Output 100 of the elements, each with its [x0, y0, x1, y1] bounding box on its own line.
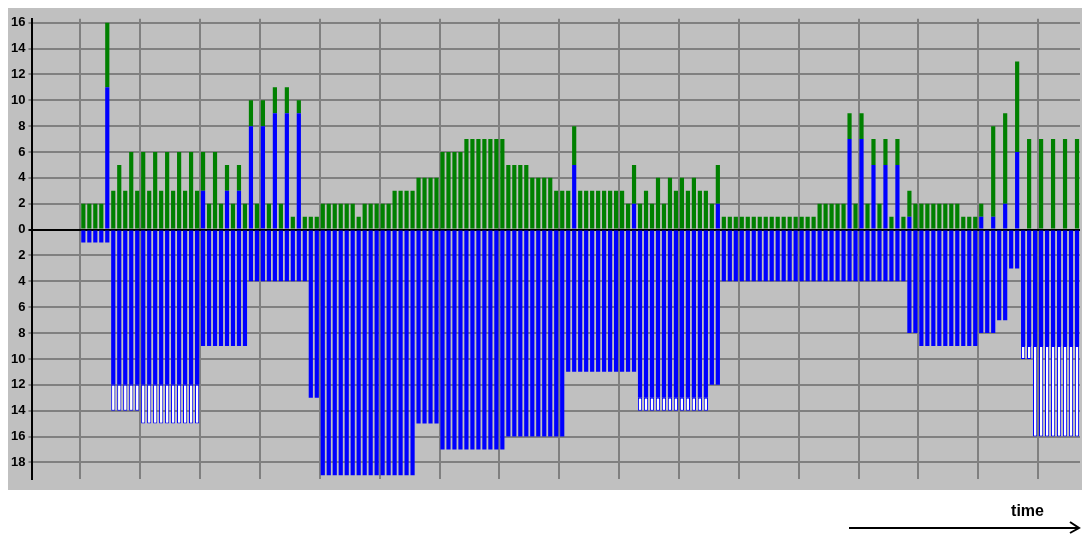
bar [506, 230, 511, 437]
bar [619, 190, 625, 229]
bar [608, 190, 613, 229]
bar [709, 203, 714, 229]
y-tick-label: 12 [10, 376, 26, 392]
bar [889, 216, 894, 229]
bar [530, 230, 535, 437]
bar [691, 177, 696, 229]
bar [338, 203, 343, 229]
bar [296, 230, 301, 282]
bar [751, 230, 756, 282]
bar [913, 203, 918, 229]
bar [512, 164, 517, 229]
bar [745, 216, 750, 229]
text: time [1011, 502, 1044, 520]
bar [895, 139, 900, 165]
bar [973, 230, 978, 346]
bar [206, 203, 212, 229]
bar [739, 216, 744, 229]
bar [733, 230, 738, 282]
bar [350, 230, 355, 476]
bar [260, 126, 266, 229]
bar [200, 230, 206, 346]
bar [751, 216, 756, 229]
y-tick-label: 4 [18, 169, 27, 185]
bar [368, 230, 373, 476]
bar [374, 203, 379, 229]
bar [572, 126, 577, 165]
bar [715, 230, 720, 385]
bar [643, 190, 649, 229]
bar [811, 230, 816, 282]
bar [254, 230, 260, 282]
bar [847, 139, 852, 229]
bar [997, 230, 1002, 321]
bar [200, 190, 206, 229]
bar [847, 113, 852, 140]
bar [566, 190, 571, 229]
bar [129, 152, 134, 229]
bar [248, 230, 254, 282]
bar [991, 230, 996, 334]
bar [302, 216, 307, 229]
bar [602, 230, 607, 372]
y-tick-label: 10 [10, 350, 26, 366]
bar [99, 230, 104, 243]
y-tick-label: 8 [18, 324, 26, 340]
bar [1050, 139, 1056, 229]
bar [105, 87, 110, 229]
bar [302, 230, 307, 282]
bar [721, 216, 726, 229]
bar [919, 203, 924, 229]
bar [494, 139, 499, 229]
bar [883, 139, 888, 165]
bar [81, 203, 86, 229]
bar [1009, 230, 1014, 269]
bar [554, 230, 559, 437]
bar [392, 190, 397, 229]
bar [949, 230, 954, 346]
bar [230, 230, 236, 346]
y-tick-label: 8 [18, 117, 26, 133]
bar [524, 164, 529, 229]
bar [584, 230, 589, 372]
bar [781, 230, 786, 282]
bar [613, 230, 619, 372]
y-tick-label: 10 [10, 91, 26, 107]
bar [236, 230, 242, 346]
bar [296, 100, 301, 114]
bar [1003, 203, 1008, 229]
bar [308, 230, 313, 398]
bar [488, 230, 493, 450]
bar [218, 203, 224, 229]
bar [518, 164, 523, 229]
y-tick-label: 16 [10, 14, 26, 30]
bar [625, 230, 631, 372]
bar [159, 190, 164, 229]
bar [248, 126, 254, 229]
bar [979, 203, 984, 217]
bar [775, 230, 780, 282]
bar [188, 152, 194, 229]
bar [548, 230, 553, 437]
bar [248, 100, 254, 127]
bar [386, 203, 391, 229]
bar [596, 190, 601, 229]
bar [715, 203, 720, 229]
bar [380, 203, 385, 229]
bar [332, 203, 337, 229]
bar [284, 230, 289, 282]
y-tick-label: 2 [18, 247, 26, 263]
bar [566, 230, 571, 372]
bar [153, 152, 158, 229]
y-tick-label: 6 [18, 143, 26, 159]
bar [260, 100, 266, 127]
bar [793, 216, 798, 229]
bar [500, 230, 505, 450]
bar [272, 113, 277, 229]
bar [631, 203, 637, 229]
bar [560, 190, 565, 229]
bar [799, 230, 804, 282]
bar [955, 203, 960, 229]
bar [949, 203, 954, 229]
bar [769, 216, 774, 229]
